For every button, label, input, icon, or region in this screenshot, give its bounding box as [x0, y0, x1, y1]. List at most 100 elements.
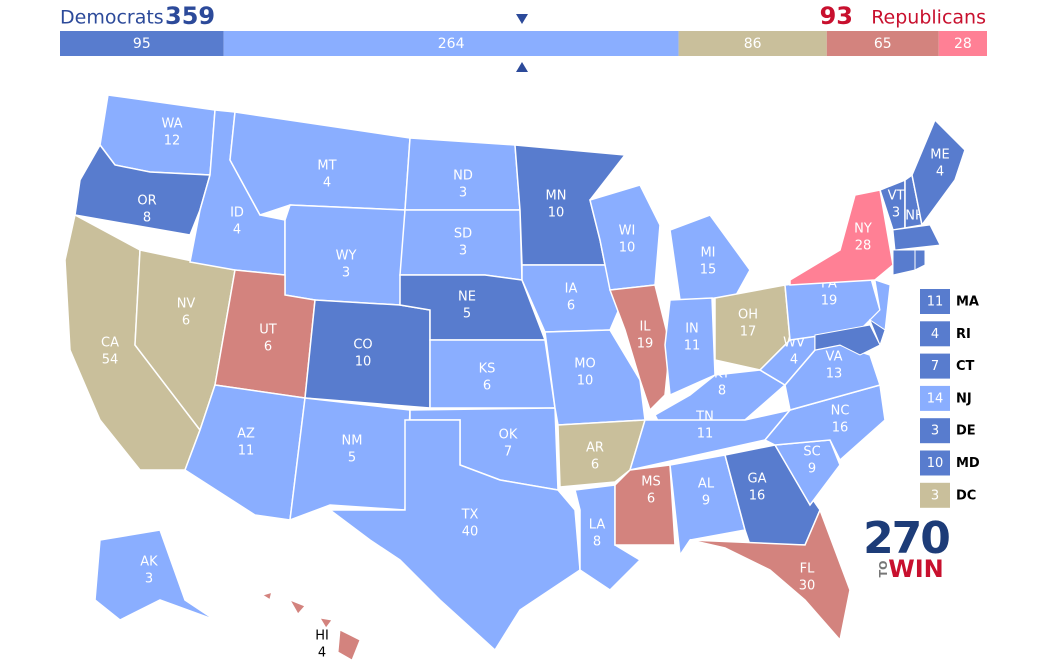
state-abbr: CO: [353, 338, 372, 353]
state: [664, 297, 716, 397]
state-abbr: DC: [956, 488, 976, 503]
state-abbr: CA: [101, 336, 119, 351]
state-votes: 10: [619, 241, 636, 256]
state: [911, 118, 966, 227]
dem-total: 359: [165, 2, 215, 30]
state-votes: 3: [931, 488, 939, 503]
state-votes: 3: [931, 424, 939, 439]
state-votes: 4: [318, 646, 326, 661]
state-votes: 6: [647, 492, 655, 507]
state-votes: 12: [164, 134, 181, 149]
state-abbr: OH: [738, 308, 758, 323]
state-abbr: IN: [685, 322, 699, 337]
state-abbr: MN: [546, 189, 567, 204]
state: [608, 284, 671, 412]
state-votes: 28: [855, 239, 872, 254]
state-abbr: ID: [230, 206, 244, 221]
state-abbr: IL: [639, 320, 651, 335]
state-abbr: AR: [586, 441, 604, 456]
state-abbr: WA: [161, 117, 182, 132]
state-abbr: AK: [140, 555, 158, 570]
bar-value: 65: [874, 36, 892, 52]
state: [789, 189, 894, 286]
state-votes: 8: [593, 535, 601, 550]
state-box: [920, 289, 950, 314]
state-abbr: KS: [479, 362, 496, 377]
state-votes: 4: [936, 165, 944, 180]
state-votes: 7: [931, 359, 939, 374]
state-abbr: MI: [700, 246, 715, 261]
state: [914, 249, 926, 271]
state: [319, 617, 333, 629]
state: [327, 419, 581, 652]
state: [288, 599, 306, 615]
state-votes: 11: [238, 444, 255, 459]
state-votes: 6: [182, 314, 190, 329]
logo-number: 270: [863, 513, 949, 564]
state-votes: 14: [927, 391, 944, 406]
state-abbr: HI: [315, 629, 329, 644]
state-abbr: NM: [342, 434, 363, 449]
dem-label: Democrats: [60, 7, 164, 29]
state-votes: 6: [483, 379, 491, 394]
state: [94, 529, 216, 621]
state-abbr: MO: [574, 357, 595, 372]
state-votes: 10: [548, 206, 565, 221]
state-votes: 6: [264, 340, 272, 355]
state-abbr: CT: [956, 359, 975, 374]
bar-value: 86: [744, 36, 762, 52]
state: [669, 214, 751, 301]
state-abbr: MT: [317, 159, 336, 174]
state: [892, 224, 941, 251]
state-abbr: WI: [619, 224, 636, 239]
midpoint-marker: [516, 14, 528, 24]
state-votes: 3: [459, 186, 467, 201]
state-abbr: OK: [499, 428, 518, 443]
state-votes: 4: [233, 223, 241, 238]
state: [814, 324, 881, 356]
state-abbr: KY: [714, 367, 730, 382]
state-abbr: RI: [956, 327, 971, 342]
state-abbr: MS: [641, 475, 660, 490]
state-abbr: NE: [458, 290, 476, 305]
state-votes: 10: [927, 456, 944, 471]
bar-value: 28: [954, 36, 972, 52]
bar-value: 264: [438, 36, 465, 52]
logo-to: TO: [877, 561, 890, 578]
logo[interactable]: 270 TO WIN: [863, 513, 951, 583]
state-votes: 9: [808, 462, 816, 477]
state-abbr: MD: [956, 456, 980, 471]
state-votes: 4: [790, 353, 798, 368]
state-abbr: TX: [461, 508, 479, 523]
bar-segment: [60, 31, 224, 56]
state-votes: 11: [697, 427, 714, 442]
state-votes: 11: [684, 339, 701, 354]
state-votes: 5: [348, 451, 356, 466]
state-abbr: ND: [453, 169, 473, 184]
state-box: [920, 353, 950, 379]
bar-segment: [938, 31, 987, 56]
state-votes: 9: [702, 494, 710, 509]
state-abbr: FL: [800, 562, 815, 577]
midpoint-marker: [516, 62, 528, 72]
state-votes: 3: [892, 206, 900, 221]
state-abbr: DE: [956, 424, 976, 439]
state-votes: 19: [637, 337, 654, 352]
state-abbr: UT: [259, 323, 277, 338]
bar-segment: [826, 31, 939, 56]
state: [669, 454, 746, 558]
bar-value: 95: [133, 36, 151, 52]
state-votes: 7: [504, 445, 512, 460]
state-votes: 4: [931, 327, 939, 342]
state-abbr: MA: [956, 295, 979, 310]
state-votes: 10: [355, 355, 372, 370]
state-votes: 3: [145, 572, 153, 587]
state-votes: 10: [577, 374, 594, 389]
state-votes: 6: [591, 458, 599, 473]
state-abbr: AL: [698, 477, 715, 492]
state: [337, 629, 361, 661]
state-votes: 54: [102, 353, 119, 368]
state-votes: 8: [718, 384, 726, 399]
